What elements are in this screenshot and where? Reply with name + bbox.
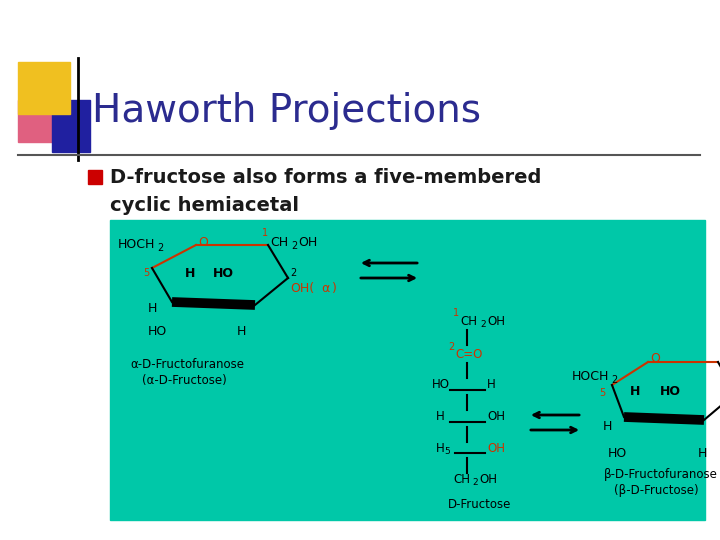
Text: HOCH: HOCH: [118, 238, 156, 251]
Text: HO: HO: [148, 325, 167, 338]
Text: D-fructose also forms a five-membered: D-fructose also forms a five-membered: [110, 168, 541, 187]
Text: α-D-Fructofuranose: α-D-Fructofuranose: [130, 358, 244, 371]
Text: H: H: [436, 442, 445, 455]
Text: OH: OH: [298, 236, 318, 249]
Text: CH: CH: [270, 236, 288, 249]
Text: H: H: [185, 267, 195, 280]
Text: 2: 2: [472, 478, 477, 487]
Bar: [88, 170, 102, 184]
Text: O: O: [198, 236, 208, 249]
Text: OH: OH: [479, 473, 497, 486]
Text: α: α: [321, 282, 329, 295]
Text: CH: CH: [460, 315, 477, 328]
Text: HO: HO: [432, 378, 450, 391]
Text: β-D-Fructofuranose: β-D-Fructofuranose: [604, 468, 718, 481]
Text: OH(: OH(: [290, 282, 314, 295]
Text: 2: 2: [480, 320, 485, 329]
Text: CH: CH: [453, 473, 470, 486]
Text: 5: 5: [444, 447, 450, 456]
Text: H: H: [237, 325, 246, 338]
Text: HO: HO: [213, 267, 234, 280]
Text: HO: HO: [660, 385, 681, 398]
Bar: [110, 220, 705, 520]
Text: OH: OH: [487, 315, 505, 328]
Text: (α-D-Fructose): (α-D-Fructose): [142, 374, 227, 387]
Text: H: H: [487, 378, 496, 391]
Text: OH: OH: [487, 442, 505, 455]
Text: 2: 2: [291, 241, 297, 251]
Text: cyclic hemiacetal: cyclic hemiacetal: [110, 196, 299, 215]
Text: 2: 2: [290, 268, 296, 278]
Text: 5: 5: [599, 388, 606, 398]
Text: H: H: [603, 420, 613, 433]
Text: OH: OH: [487, 410, 505, 423]
Text: C=O: C=O: [455, 348, 482, 361]
Text: O: O: [650, 352, 660, 365]
Text: Haworth Projections: Haworth Projections: [92, 92, 481, 130]
Text: 2: 2: [611, 375, 617, 385]
Text: 1: 1: [453, 308, 459, 318]
Bar: [18, 62, 70, 114]
Text: H: H: [436, 410, 445, 423]
Text: 2: 2: [448, 342, 454, 352]
Text: ): ): [332, 282, 337, 295]
Text: 1: 1: [262, 228, 268, 238]
Bar: [52, 100, 90, 152]
Text: HOCH: HOCH: [572, 370, 609, 383]
Text: H: H: [698, 447, 707, 460]
Text: 5: 5: [143, 268, 149, 278]
Text: D-Fructose: D-Fructose: [448, 498, 511, 511]
Text: 2: 2: [157, 243, 163, 253]
Text: H: H: [148, 302, 158, 315]
Bar: [18, 100, 60, 142]
Text: (β-D-Fructose): (β-D-Fructose): [614, 484, 698, 497]
Text: HO: HO: [608, 447, 627, 460]
Text: H: H: [630, 385, 640, 398]
